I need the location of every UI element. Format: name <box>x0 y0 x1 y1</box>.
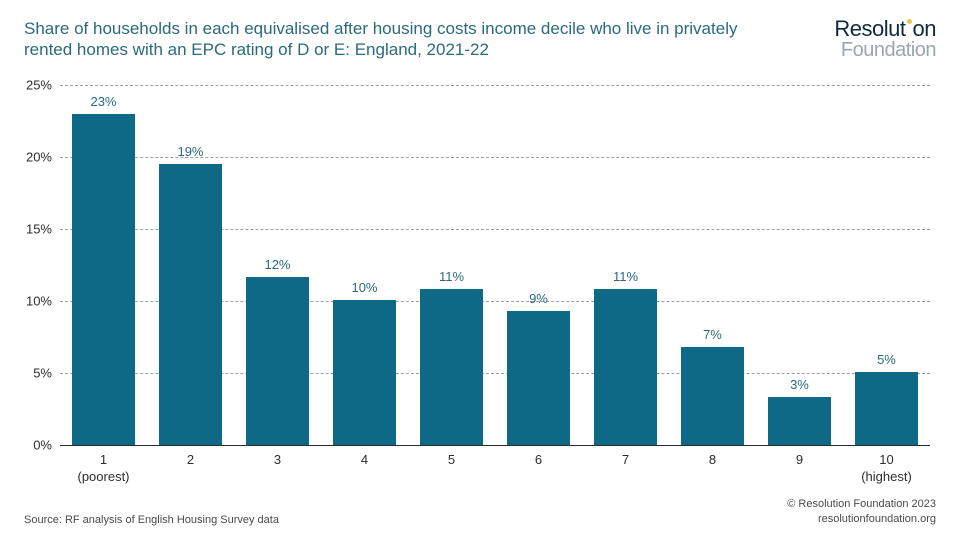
bar-value-label: 11% <box>594 269 657 284</box>
bar-value-label: 5% <box>855 352 918 367</box>
x-tick-label: 9 <box>756 452 843 469</box>
bar: 11% <box>594 289 657 445</box>
x-tick-line1: 6 <box>495 452 582 469</box>
x-tick-label: 10(highest) <box>843 452 930 486</box>
y-tick-label: 15% <box>26 222 52 237</box>
x-tick-line1: 2 <box>147 452 234 469</box>
x-tick-label: 5 <box>408 452 495 469</box>
x-tick-line1: 5 <box>408 452 495 469</box>
bar-value-label: 3% <box>768 377 831 392</box>
bar-value-label: 10% <box>333 280 396 295</box>
footer: Source: RF analysis of English Housing S… <box>24 497 936 526</box>
x-tick-line1: 10 <box>843 452 930 469</box>
logo-dot-icon <box>907 19 912 24</box>
x-tick-label: 1(poorest) <box>60 452 147 486</box>
brand-logo: Resolut on Foundation <box>834 18 936 60</box>
x-tick-label: 7 <box>582 452 669 469</box>
x-tick-label: 8 <box>669 452 756 469</box>
x-tick-line1: 8 <box>669 452 756 469</box>
logo-top-line: Resolut on <box>834 18 936 40</box>
baseline <box>60 445 930 446</box>
bar-value-label: 9% <box>507 291 570 306</box>
chart-plot-area: 0%5%10%15%20%25% 23%19%12%10%11%9%11%7%3… <box>60 85 930 445</box>
chart-page: Share of households in each equivalised … <box>0 0 960 540</box>
bar: 5% <box>855 372 918 445</box>
y-tick-label: 25% <box>26 78 52 93</box>
bar-value-label: 11% <box>420 269 483 284</box>
logo-word-part2: on <box>913 16 936 41</box>
x-tick-label: 6 <box>495 452 582 469</box>
bar: 10% <box>333 300 396 445</box>
bar-value-label: 19% <box>159 144 222 159</box>
x-tick-line1: 1 <box>60 452 147 469</box>
chart-title: Share of households in each equivalised … <box>24 18 744 61</box>
x-tick-line2: (highest) <box>843 469 930 486</box>
x-tick-label: 3 <box>234 452 321 469</box>
bar: 23% <box>72 114 135 445</box>
x-tick-line1: 9 <box>756 452 843 469</box>
bars-container: 23% 19% 12% 10% 11% 9% 11% 7% 3% 5% <box>60 85 930 445</box>
logo-word-part1: Resolut <box>834 16 905 41</box>
y-tick-label: 10% <box>26 294 52 309</box>
copyright-block: © Resolution Foundation 2023 resolutionf… <box>787 497 936 526</box>
bar: 9% <box>507 311 570 445</box>
x-tick-label: 2 <box>147 452 234 469</box>
x-tick-line1: 7 <box>582 452 669 469</box>
bar: 12% <box>246 277 309 445</box>
bar-value-label: 7% <box>681 327 744 342</box>
y-tick-label: 20% <box>26 150 52 165</box>
bar-value-label: 12% <box>246 257 309 272</box>
source-text: Source: RF analysis of English Housing S… <box>24 514 279 526</box>
bar: 3% <box>768 397 831 445</box>
logo-bottom-line: Foundation <box>834 40 936 60</box>
header: Share of households in each equivalised … <box>24 18 936 61</box>
x-tick-label: 4 <box>321 452 408 469</box>
x-tick-line1: 4 <box>321 452 408 469</box>
y-tick-label: 5% <box>33 366 52 381</box>
bar: 19% <box>159 164 222 445</box>
copyright-url: resolutionfoundation.org <box>787 512 936 526</box>
x-tick-line2: (poorest) <box>60 469 147 486</box>
bar: 11% <box>420 289 483 445</box>
bar: 7% <box>681 347 744 445</box>
copyright-line: © Resolution Foundation 2023 <box>787 497 936 511</box>
x-tick-line1: 3 <box>234 452 321 469</box>
bar-value-label: 23% <box>72 94 135 109</box>
y-tick-label: 0% <box>33 438 52 453</box>
